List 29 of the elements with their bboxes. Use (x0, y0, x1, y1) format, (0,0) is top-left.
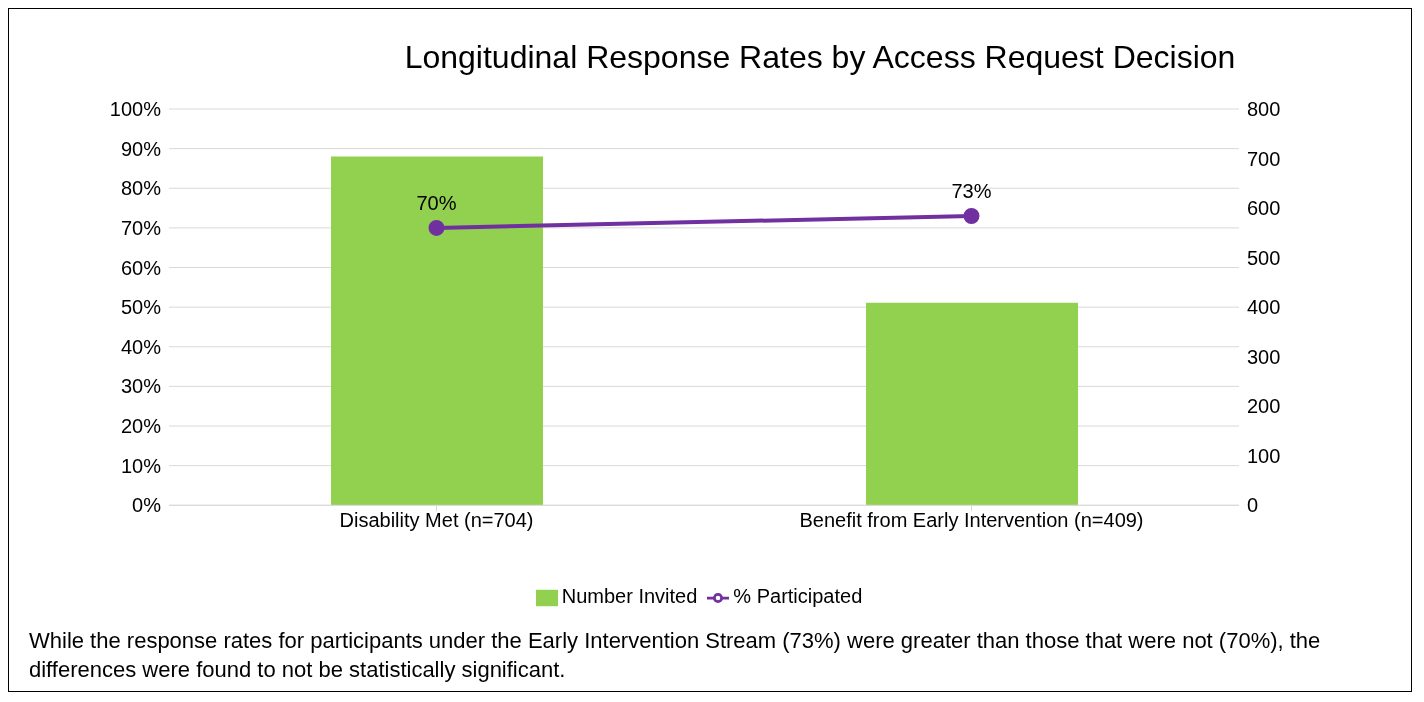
y-tick-label: 20% (120, 415, 162, 438)
y-tick-label: 50% (120, 296, 162, 319)
data-label: 70% (416, 191, 457, 214)
y2-tick-label: 200 (1247, 395, 1281, 418)
legend-label: % Participated (733, 585, 863, 608)
y2-tick-label: 500 (1247, 246, 1281, 269)
y2-tick-label: 0 (1247, 494, 1259, 517)
y2-tick-label: 100 (1247, 444, 1281, 467)
text: While the response rates for participants under the Early Intervention Stream (73%) were greater than those that were not (70%), the differences were found to not be statistically significant. (28, 627, 1322, 684)
y-tick-label: 80% (120, 177, 162, 200)
y-tick-label: 40% (120, 335, 162, 358)
y2-tick-label: 300 (1247, 345, 1281, 368)
y-tick-label: 60% (120, 256, 162, 279)
x-tick-label: Benefit from Early Intervention (n=409) (799, 509, 1144, 532)
legend-label: Number Invited (561, 585, 698, 608)
y2-tick-label: 400 (1247, 296, 1281, 319)
y-tick-label: 100% (109, 98, 162, 121)
y-tick-label: 90% (120, 137, 162, 160)
chart-title: Longitudinal Response Rates by Access Request Decision (403, 39, 1237, 77)
x-tick-label: Disability Met (n=704) (339, 509, 534, 532)
y2-tick-label: 600 (1247, 197, 1281, 220)
data-label: 73% (951, 180, 992, 202)
y-tick-label: 10% (120, 454, 162, 477)
y-tick-label: 70% (120, 216, 162, 239)
chart-frame: Longitudinal Response Rates by Access Request Decision Number Invited % Participated Disability Met (n=704) Benefit from Early Intervention (n=409) 0% 10% 20% 30% 40% 50% 60% 70% 80% 90% 100% 0 100 200 300 400 500 600 700 800 70% 73% While the response rates for participants under the Early Intervention Stream (73%) were greater than those that were not (70%), the differences were found to not be statistically significant. (8, 8, 1412, 692)
y2-tick-label: 700 (1247, 147, 1281, 170)
y2-tick-label: 800 (1247, 98, 1281, 121)
y-tick-label: 30% (120, 375, 162, 398)
y-tick-label: 0% (132, 494, 162, 517)
